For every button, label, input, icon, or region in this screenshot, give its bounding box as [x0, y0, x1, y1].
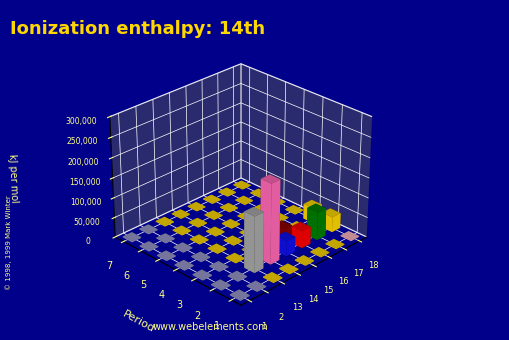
- Text: www.webelements.com: www.webelements.com: [153, 322, 268, 332]
- Text: © 1998, 1999 Mark Winter: © 1998, 1999 Mark Winter: [5, 195, 12, 290]
- Y-axis label: Period: Period: [121, 309, 156, 334]
- Text: Ionization enthalpy: 14th: Ionization enthalpy: 14th: [10, 20, 265, 38]
